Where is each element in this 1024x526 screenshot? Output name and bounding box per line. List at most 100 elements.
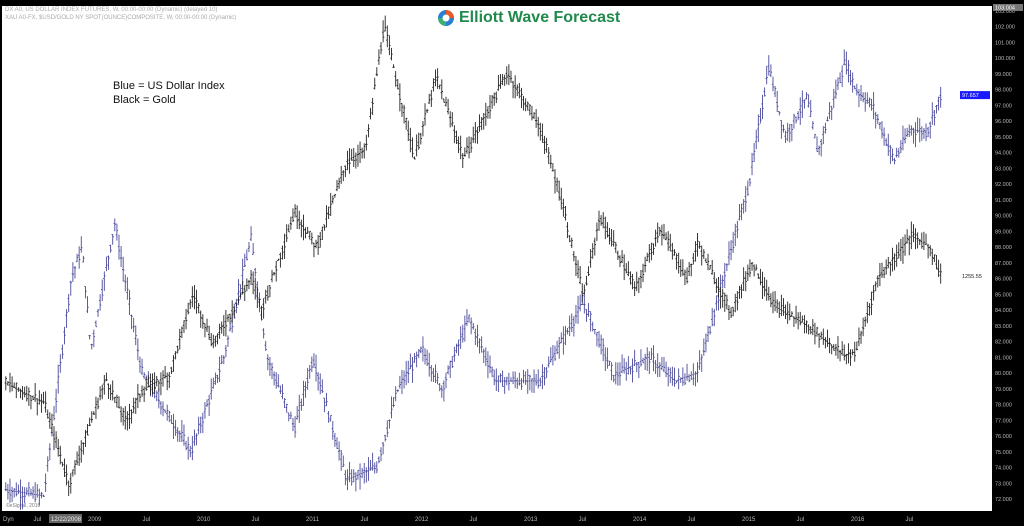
dollar-bar [513,371,517,389]
dollar-bar [306,367,309,390]
cursor-date-tag [49,514,82,523]
dollar-bar [197,416,200,435]
gold-bar [369,107,372,120]
dollar-bar [537,369,540,389]
dollar-bar [128,290,131,316]
dollar-bar [723,262,726,289]
gold-bar [878,262,882,287]
dollar-bar [769,64,773,77]
gold-bar [348,148,351,174]
dollar-bar [782,124,785,133]
dollar-bar [90,343,93,350]
dollar-bar [207,394,211,416]
gold-bar [589,249,592,268]
dollar-bar [69,280,72,296]
gold-bar [312,242,316,258]
gold-bar [283,233,286,259]
gold-bar [505,66,508,85]
gold-bar [386,25,389,48]
gold-bar [576,260,580,279]
gold-bar [495,91,498,104]
dollar-bar [501,370,504,387]
gold-bar [421,121,425,137]
dollar-bar [251,242,255,255]
gold-bar [360,147,364,159]
dollar-bar [63,326,66,345]
dollar-bar [476,324,479,348]
dollar-bar [861,92,865,103]
dollar-bar [371,452,374,471]
gold-bar [319,231,322,248]
y-tick-label: 88.000 [995,245,1012,251]
gold-bar [467,136,471,159]
gold-bar [325,205,328,228]
gold-bar [214,335,217,347]
gold-bar [448,111,452,128]
dollar-bar [291,417,295,432]
dollar-bar [411,356,414,383]
gold-bar [444,96,448,107]
gold-bar [874,281,877,292]
dollar-bar [287,412,290,422]
dollar-bar [692,363,695,386]
dollar-bar [8,478,12,503]
gold-bar [446,98,450,115]
dollar-bar [882,127,886,146]
gold-bar [356,144,360,167]
y-tick-label: 78.000 [995,403,1012,409]
gold-bar [704,258,708,263]
dollar-bar [130,314,133,330]
dollar-bar [119,246,123,268]
gold-bar [924,233,928,245]
x-tick-label: 2013 [524,517,538,523]
dollar-bar [926,126,930,138]
dollar-bar [73,266,77,279]
gold-bar [469,137,473,153]
gold-bar [323,224,326,231]
y-tick-label: 74.000 [995,466,1012,472]
gold-bar [476,126,479,144]
gold-bar [532,112,536,120]
dollar-bar [302,380,305,406]
dollar-bar [799,97,802,125]
gold-bar [228,313,232,324]
gold-bar [581,283,584,303]
gold-bar [287,224,290,233]
gold-bar [384,15,387,32]
dollar-bar [381,441,385,455]
dollar-bar [325,392,328,407]
dollar-bar [289,411,293,419]
gold-bar [124,406,127,430]
dollar-bar [57,364,60,394]
dollar-bar [679,377,682,383]
dollar-bar [31,486,35,499]
gold-bar [562,198,565,217]
dollar-bar [369,460,372,471]
y-tick-label: 99.000 [995,72,1012,78]
gold-bar [513,75,517,99]
gold-bar [828,337,831,354]
dollar-bar [937,96,940,111]
gold-bar [73,460,77,475]
gold-bar [113,396,116,403]
gold-bar [901,236,905,264]
dollar-bar [551,345,555,366]
gold-bar [750,262,754,271]
gold-bar [564,205,567,221]
gold-bar [80,440,83,463]
gold-bar [375,67,379,77]
dollar-bar [440,385,443,398]
dollar-bar [373,462,376,474]
gold-bar [402,104,406,124]
gold-bar [593,237,597,256]
dollar-bar [748,178,752,187]
gold-bar [432,78,435,92]
dollar-bar [358,463,362,490]
gold-bar [42,391,45,405]
dollar-bar [803,99,806,109]
dollar-bar [903,128,907,144]
dollar-bar [738,203,741,221]
cursor-date-label: 12/22/2008 [51,517,82,523]
chart-plot-area[interactable] [2,6,992,511]
dollar-bar [746,180,750,196]
